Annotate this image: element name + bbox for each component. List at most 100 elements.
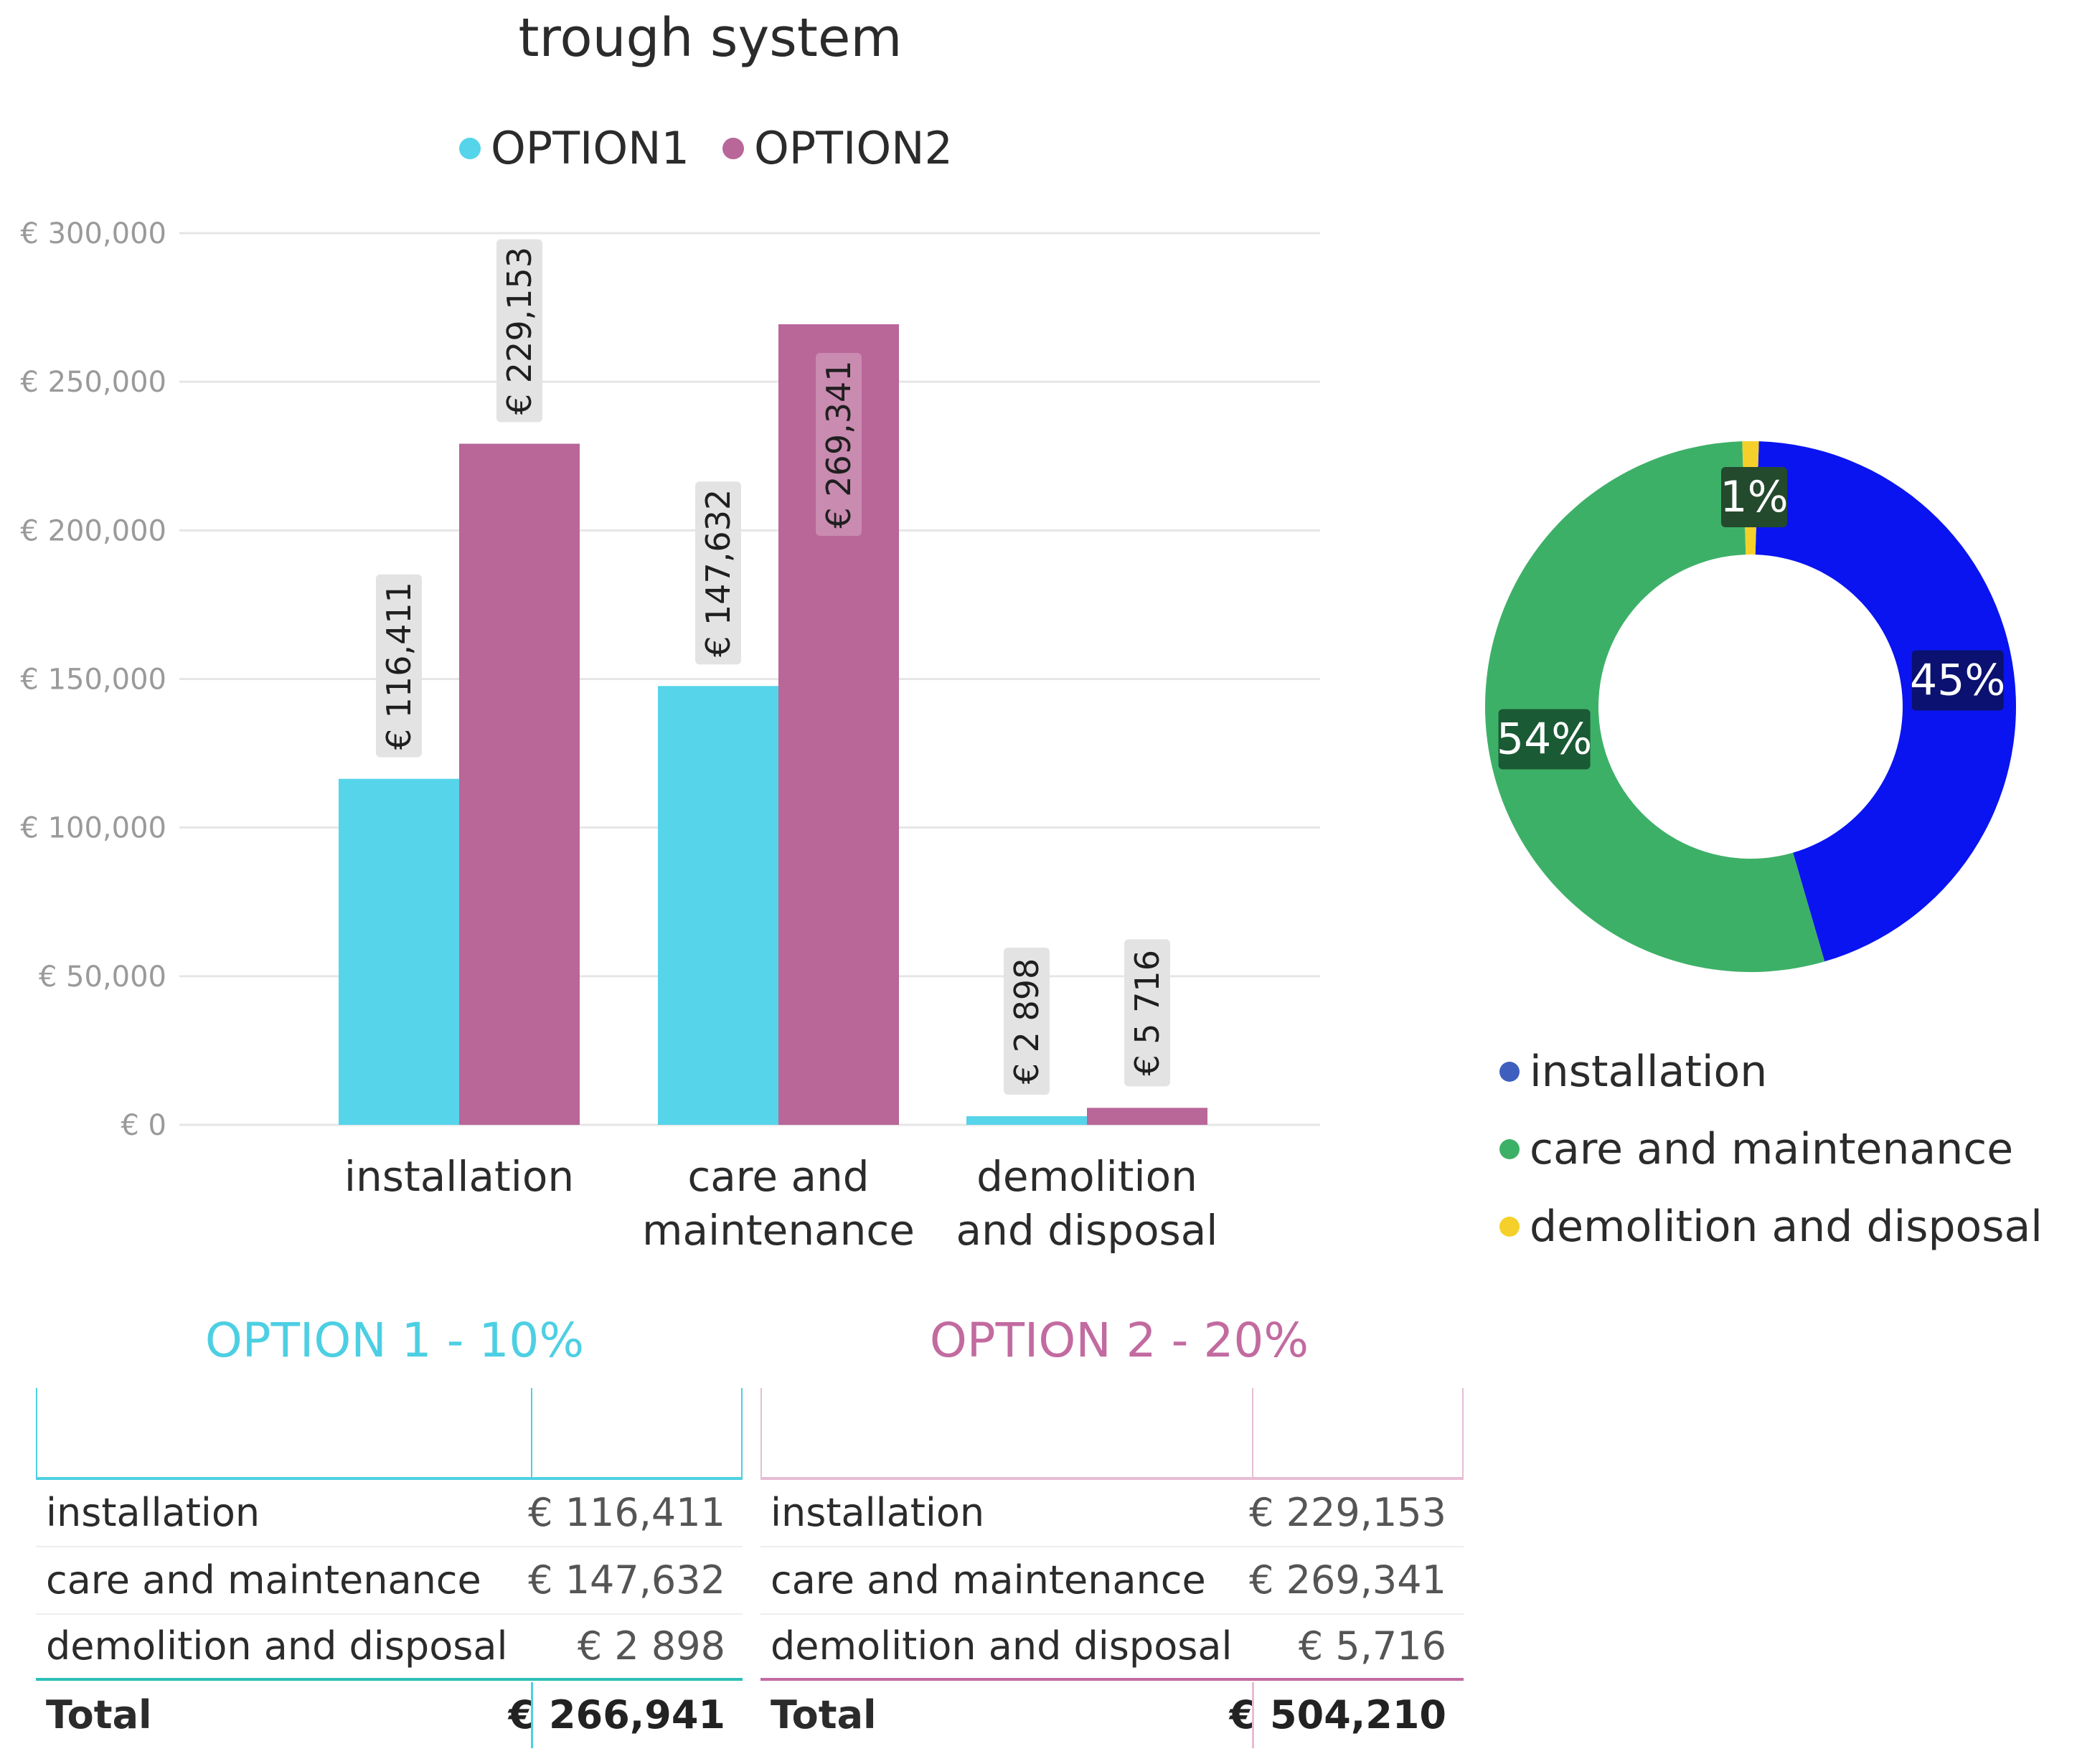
legend-item-option1: OPTION1 [459, 122, 689, 174]
table2-row-label: installation [771, 1490, 985, 1535]
data-label-bg [695, 481, 741, 665]
data-label-bg [376, 574, 422, 758]
data-label-option2-2: € 5 716 [1124, 939, 1170, 1087]
table2: installation € 229,153 care and maintena… [760, 1388, 1464, 1754]
x-category-label: maintenance [642, 1206, 915, 1255]
table1-total-sep [531, 1682, 533, 1748]
table1: installation € 116,411 care and maintena… [36, 1388, 743, 1754]
bar-legend: OPTION1 OPTION2 [459, 122, 953, 174]
data-label-text: € 2 898 [1007, 958, 1046, 1085]
table1-header-divider [531, 1388, 532, 1480]
table1-row-value: € 116,411 [528, 1490, 725, 1535]
y-tick-label: € 200,000 [20, 514, 166, 547]
table1-row: care and maintenance € 147,632 [36, 1547, 743, 1615]
data-label-bg [816, 353, 862, 537]
table1-row-value: € 147,632 [528, 1557, 725, 1603]
donut-label-text: 45% [1910, 656, 2005, 706]
data-label-text: € 229,153 [500, 247, 539, 415]
table2-row: demolition and disposal € 5,716 [760, 1613, 1464, 1679]
chart-title: trough system [518, 7, 903, 69]
table2-row: installation € 229,153 [760, 1480, 1464, 1547]
data-label-option1-1: € 147,632 [695, 481, 741, 665]
data-label-option1-0: € 116,411 [376, 574, 422, 758]
donut-label-0: 45% [1910, 650, 2005, 711]
data-label-option2-1: € 269,341 [816, 353, 862, 537]
table2-row-label: demolition and disposal [771, 1623, 1233, 1669]
table1-total-divider [36, 1678, 743, 1681]
table1-row: demolition and disposal € 2 898 [36, 1613, 743, 1679]
legend-item-option2: OPTION2 [722, 122, 953, 174]
y-tick-label: € 0 [121, 1109, 166, 1142]
x-category-label: care and [687, 1152, 869, 1201]
table2-row: care and maintenance € 269,341 [760, 1547, 1464, 1615]
table1-title: OPTION 1 - 10% [204, 1313, 585, 1368]
donut-slice-0 [1755, 441, 2016, 962]
donut-label-bg [1911, 650, 2004, 711]
y-tick-label: € 100,000 [20, 812, 166, 845]
table1-row: installation € 116,411 [36, 1480, 743, 1547]
table2-title: OPTION 2 - 20% [929, 1313, 1309, 1368]
table2-row-value: € 5,716 [1298, 1623, 1446, 1669]
donut-legend-item-installation: installation [1499, 1033, 2043, 1110]
table2-total-value: € 504,210 [1229, 1692, 1446, 1737]
table2-total-label: Total [771, 1692, 877, 1737]
bar-option2-0 [459, 443, 580, 1125]
table1-total-label: Total [46, 1692, 152, 1737]
table2-row-label: care and maintenance [771, 1557, 1206, 1603]
table2-total-divider [760, 1678, 1464, 1681]
donut-chart: 45% 54% 1% [1485, 441, 2016, 972]
bar-option1-1 [658, 686, 778, 1125]
table1-row-value: € 2 898 [577, 1623, 725, 1669]
table2-total-row: Total € 504,210 [760, 1682, 1464, 1748]
donut-legend-dot-care [1499, 1139, 1520, 1159]
donut-label-2: 1% [1720, 467, 1789, 527]
donut-label-bg [1721, 467, 1787, 527]
table1-row-label: demolition and disposal [46, 1623, 508, 1669]
data-label-option1-2: € 2 898 [1004, 947, 1050, 1095]
donut-legend-label-demolition: demolition and disposal [1530, 1202, 2043, 1252]
y-tick-label: € 50,000 [39, 961, 166, 994]
donut-label-text: 1% [1720, 472, 1788, 522]
bar-chart: € 0 € 50,000 € 100,000 € 150,000 € 200,000 € … [20, 217, 1320, 1255]
data-label-bg [496, 239, 542, 423]
donut-label-1: 54% [1497, 709, 1592, 770]
table1-row-label: installation [46, 1490, 260, 1535]
data-label-bg [1004, 947, 1050, 1095]
bar-option1-0 [339, 778, 459, 1125]
legend-dot-option2 [722, 137, 744, 159]
data-label-bg [1124, 939, 1170, 1087]
data-label-text: € 5 716 [1128, 950, 1167, 1076]
donut-legend-dot-installation [1499, 1062, 1520, 1082]
y-tick-label: € 150,000 [20, 664, 166, 697]
legend-label-option2: OPTION2 [753, 122, 953, 174]
y-tick-label: € 300,000 [20, 217, 166, 250]
donut-slice-1 [1485, 441, 1825, 972]
donut-legend-item-demolition: demolition and disposal [1499, 1188, 2043, 1265]
table1-total-value: € 266,941 [508, 1692, 725, 1737]
x-category-label: installation [344, 1152, 574, 1201]
data-label-text: € 269,341 [819, 360, 858, 528]
table1-total-row: Total € 266,941 [36, 1682, 743, 1748]
table2-header [760, 1388, 1464, 1480]
data-label-option2-0: € 229,153 [496, 239, 542, 423]
bar-option1-2 [966, 1116, 1087, 1125]
bar-option2-2 [1087, 1108, 1207, 1125]
y-tick-label: € 250,000 [20, 366, 166, 399]
table1-row-label: care and maintenance [46, 1557, 481, 1603]
donut-legend-item-care: care and maintenance [1499, 1110, 2043, 1188]
legend-label-option1: OPTION1 [491, 122, 689, 174]
x-category-label: demolition [976, 1152, 1197, 1201]
table2-row-value: € 269,341 [1249, 1557, 1446, 1603]
donut-legend-label-care: care and maintenance [1530, 1124, 2014, 1174]
donut-legend-dot-demolition [1499, 1217, 1520, 1237]
legend-dot-option1 [459, 137, 481, 159]
donut-legend-label-installation: installation [1530, 1047, 1768, 1097]
donut-label-bg [1498, 709, 1591, 770]
table2-header-divider [1252, 1388, 1253, 1480]
data-label-text: € 116,411 [380, 582, 418, 750]
x-category-label: and disposal [956, 1206, 1218, 1255]
table2-row-value: € 229,153 [1249, 1490, 1446, 1535]
donut-label-text: 54% [1497, 714, 1592, 765]
table2-total-sep [1252, 1682, 1254, 1748]
donut-legend: installation care and maintenance demoli… [1499, 1033, 2043, 1265]
